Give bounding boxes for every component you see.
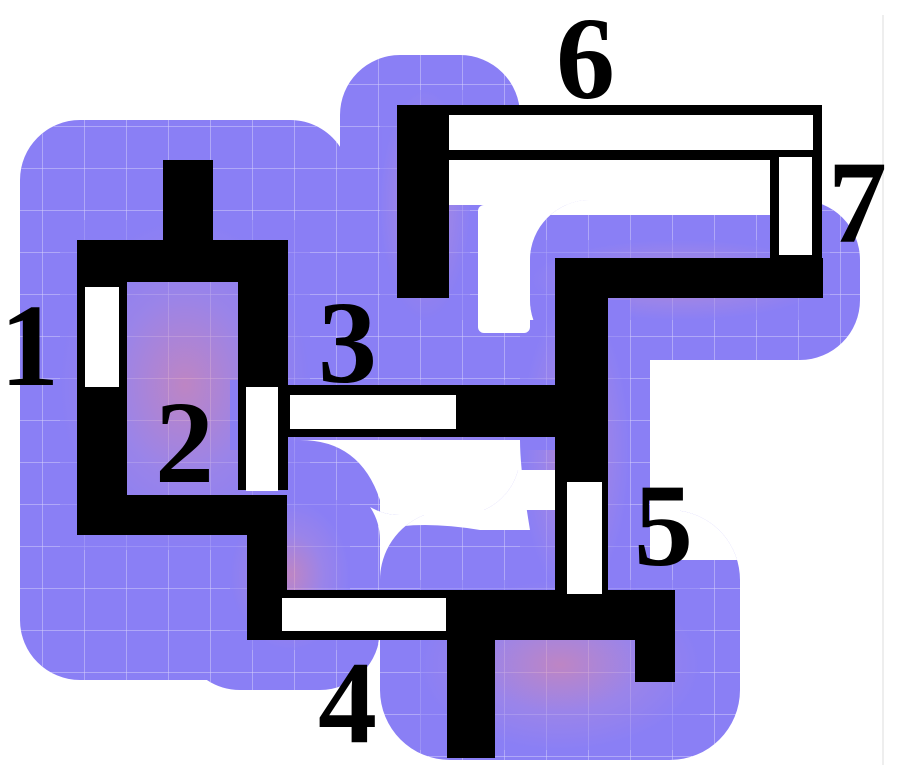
wall-stub-top-left bbox=[163, 160, 213, 250]
wall-stub-5 bbox=[635, 600, 675, 682]
doors bbox=[85, 115, 813, 631]
door-2[interactable] bbox=[246, 387, 278, 491]
label-2: 2 bbox=[155, 377, 214, 508]
label-4: 4 bbox=[318, 637, 377, 765]
door-1[interactable] bbox=[85, 287, 119, 387]
door-6[interactable] bbox=[449, 115, 813, 150]
door-5[interactable] bbox=[567, 482, 602, 594]
label-7: 7 bbox=[828, 137, 887, 268]
label-3: 3 bbox=[318, 277, 377, 408]
door-3[interactable] bbox=[290, 395, 456, 429]
label-5: 5 bbox=[634, 460, 693, 591]
door-4[interactable] bbox=[282, 598, 446, 631]
label-1: 1 bbox=[0, 280, 59, 411]
label-6: 6 bbox=[556, 0, 615, 124]
wall-stub-4 bbox=[447, 600, 495, 758]
door-7[interactable] bbox=[779, 157, 812, 255]
wall-left bbox=[77, 240, 127, 535]
